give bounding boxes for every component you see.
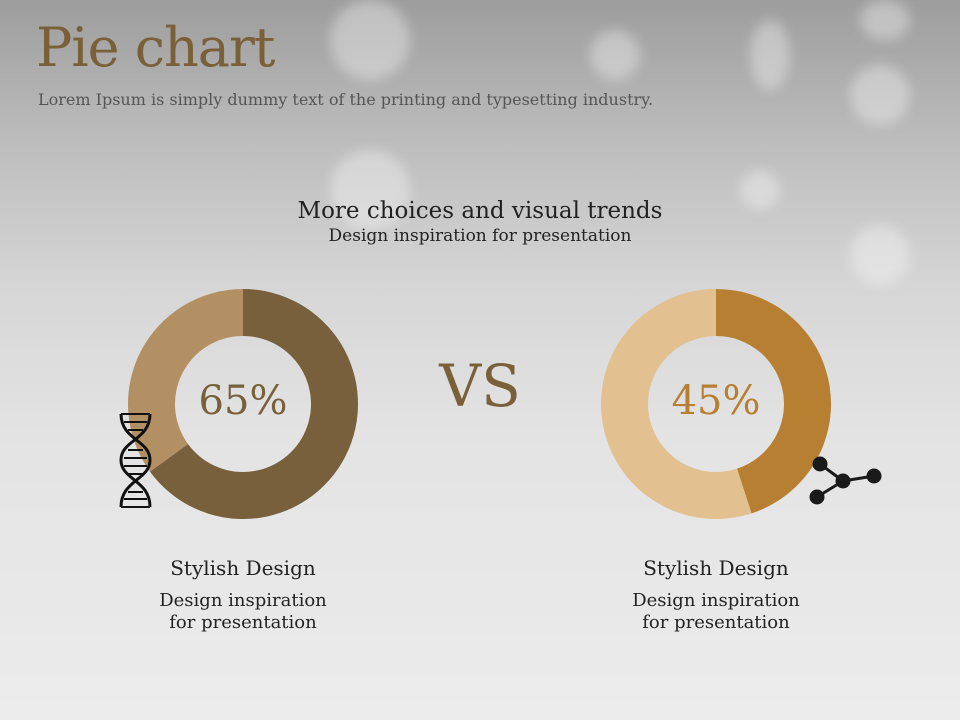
section-subheading: Design inspiration for presentation [328, 226, 632, 246]
donut-label-left: 65% [198, 378, 288, 424]
caption-right: Stylish Design Design inspiration for pr… [586, 556, 846, 634]
donut-slice [127, 289, 243, 472]
caption-title: Stylish Design [643, 556, 789, 580]
donut-label-right: 45% [671, 378, 761, 424]
caption-title: Stylish Design [170, 556, 316, 580]
bokeh-light [850, 225, 910, 285]
donut-slice [716, 289, 831, 514]
bokeh-light [860, 0, 910, 40]
bokeh-light [330, 150, 410, 230]
donut-chart-left [127, 289, 358, 519]
caption-line: Design inspiration [159, 590, 327, 611]
section-heading: More choices and visual trends [297, 198, 663, 224]
page-subtitle: Lorem Ipsum is simply dummy text of the … [38, 90, 654, 109]
vs-label: VS [439, 352, 521, 420]
caption-line: for presentation [642, 612, 790, 633]
donut-chart-right [600, 289, 831, 520]
dna-icon [119, 413, 152, 508]
bokeh-light [750, 20, 790, 90]
donut-slice [600, 289, 752, 520]
caption-left: Stylish Design Design inspiration for pr… [113, 556, 373, 634]
bokeh-light [590, 30, 640, 80]
bokeh-light [850, 65, 910, 125]
bokeh-light [330, 0, 410, 80]
bokeh-light [740, 170, 780, 210]
molecule-icon [809, 456, 882, 505]
page-title: Pie chart [36, 16, 275, 79]
caption-line: Design inspiration [632, 590, 800, 611]
donut-slice [149, 289, 358, 519]
caption-line: for presentation [169, 612, 317, 633]
